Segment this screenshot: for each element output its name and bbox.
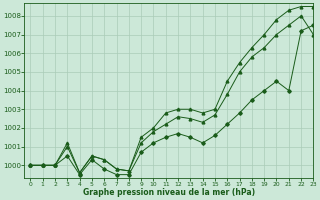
X-axis label: Graphe pression niveau de la mer (hPa): Graphe pression niveau de la mer (hPa) — [83, 188, 255, 197]
